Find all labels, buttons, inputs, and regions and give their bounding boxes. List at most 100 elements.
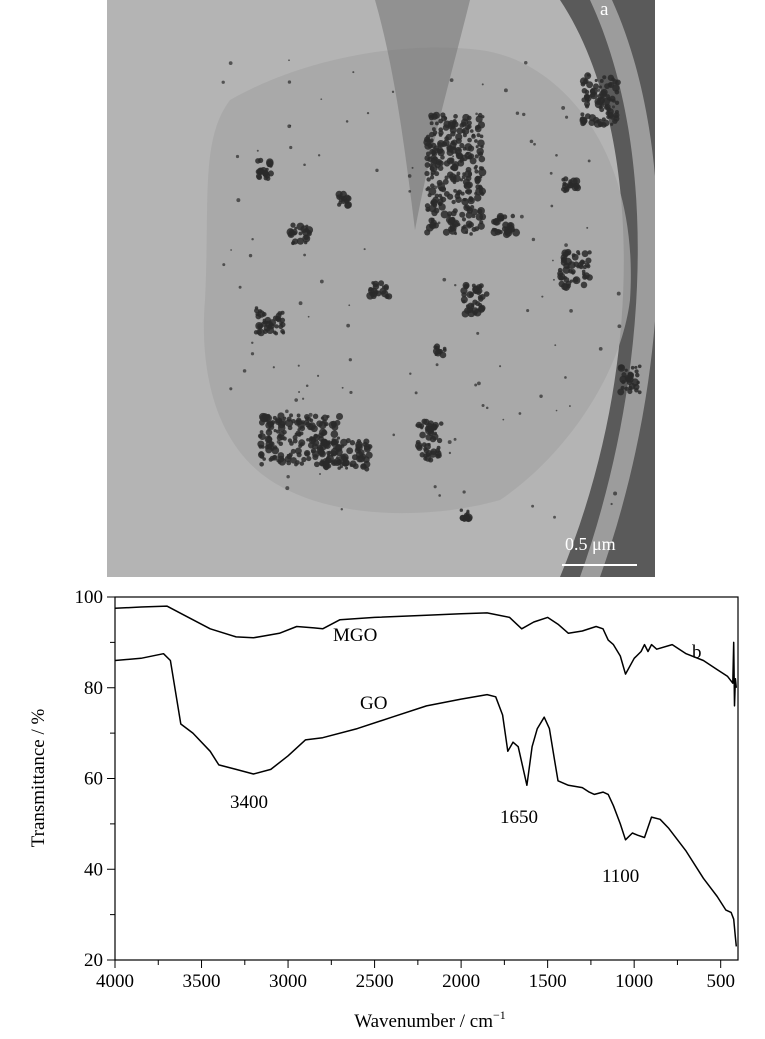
nanoparticle xyxy=(581,272,586,276)
nanoparticle xyxy=(512,228,521,237)
nanoparticle xyxy=(477,139,485,147)
nanoparticle xyxy=(471,134,476,139)
nanoparticle xyxy=(586,73,590,77)
nanoparticle xyxy=(349,463,353,467)
nanoparticle xyxy=(462,113,470,122)
nanoparticle xyxy=(296,419,303,426)
nanoparticle xyxy=(596,97,605,106)
nanoparticle xyxy=(467,137,472,143)
nanoparticle xyxy=(443,191,450,197)
nanoparticle xyxy=(352,71,355,74)
nanoparticle xyxy=(276,459,280,463)
annotation-1100: 1100 xyxy=(602,866,639,887)
nanoparticle xyxy=(473,311,477,316)
nanoparticle xyxy=(581,87,588,94)
nanoparticle xyxy=(258,325,263,330)
series-line-go xyxy=(115,652,738,947)
series-line-mgo xyxy=(115,605,738,707)
nanoparticle xyxy=(478,283,484,289)
nanoparticle xyxy=(562,283,570,291)
nanoparticle xyxy=(419,452,425,458)
nanoparticle xyxy=(475,213,484,221)
nanoparticle xyxy=(447,226,454,233)
nanoparticle xyxy=(294,462,298,467)
nanoparticle xyxy=(375,168,379,172)
nanoparticle xyxy=(562,182,569,190)
nanoparticle xyxy=(565,115,569,119)
nanoparticle xyxy=(617,364,626,372)
x-tick-label: 2000 xyxy=(442,971,480,992)
nanoparticle xyxy=(605,94,611,99)
x-tick-label: 1000 xyxy=(615,971,653,992)
nanoparticle xyxy=(491,218,498,225)
nanoparticle xyxy=(586,81,594,89)
nanoparticle xyxy=(519,214,524,219)
x-axis-label-sup: −1 xyxy=(493,1008,506,1022)
nanoparticle xyxy=(581,121,587,126)
nanoparticle xyxy=(594,78,598,83)
nanoparticle xyxy=(330,459,338,467)
nanoparticle xyxy=(319,428,327,437)
nanoparticle xyxy=(607,82,613,88)
nanoparticle xyxy=(303,240,308,245)
nanoparticle xyxy=(464,170,473,178)
nanoparticle xyxy=(297,364,300,367)
nanoparticle xyxy=(502,418,505,421)
nanoparticle xyxy=(433,156,438,161)
y-tick-label: 60 xyxy=(84,769,103,790)
nanoparticle xyxy=(461,217,467,222)
nanoparticle xyxy=(563,189,567,194)
nanoparticle xyxy=(316,446,324,453)
nanoparticle xyxy=(276,440,281,444)
nanoparticle xyxy=(259,430,264,434)
nanoparticle xyxy=(338,454,347,462)
nanoparticle xyxy=(504,230,508,234)
nanoparticle xyxy=(584,104,590,109)
nanoparticle xyxy=(307,315,310,318)
nanoparticle xyxy=(447,440,452,445)
nanoparticle xyxy=(320,98,323,101)
nanoparticle xyxy=(432,202,438,208)
nanoparticle xyxy=(370,293,377,300)
nanoparticle xyxy=(461,197,469,206)
nanoparticle xyxy=(255,173,262,180)
nanoparticle xyxy=(287,425,293,431)
nanoparticle xyxy=(222,263,226,267)
nanoparticle xyxy=(433,485,437,489)
nanoparticle xyxy=(569,279,574,283)
axis-ticks: 4000 3500 3000 2500 2000 1500 1000 500 20 40 60 80 1… xyxy=(75,587,735,992)
nanoparticle xyxy=(572,177,581,185)
nanoparticle xyxy=(614,100,620,105)
nanoparticle xyxy=(481,83,484,86)
nanoparticle xyxy=(426,177,431,182)
nanoparticle xyxy=(627,388,633,395)
nanoparticle xyxy=(305,384,309,387)
nanoparticle xyxy=(616,291,621,296)
nanoparticle xyxy=(307,231,312,237)
nanoparticle xyxy=(392,433,396,437)
nanoparticle xyxy=(294,398,299,402)
nanoparticle xyxy=(456,189,463,195)
nanoparticle xyxy=(374,289,379,295)
nanoparticle xyxy=(447,217,454,224)
nanoparticle xyxy=(435,453,441,459)
nanoparticle xyxy=(254,308,260,314)
nanoparticle xyxy=(630,365,635,370)
nanoparticle xyxy=(437,148,445,157)
nanoparticle xyxy=(463,283,470,289)
nanoparticle xyxy=(637,364,642,369)
nanoparticle xyxy=(452,161,460,169)
nanoparticle xyxy=(296,452,302,458)
nanoparticle xyxy=(526,309,530,313)
nanoparticle xyxy=(429,175,435,180)
nanoparticle xyxy=(434,171,440,177)
nanoparticle xyxy=(475,145,479,149)
nanoparticle xyxy=(221,80,225,84)
nanoparticle xyxy=(371,281,375,285)
nanoparticle xyxy=(453,114,458,119)
nanoparticle xyxy=(524,61,528,65)
nanoparticle xyxy=(300,442,304,446)
nanoparticle xyxy=(365,451,373,459)
nanoparticle xyxy=(258,157,264,163)
